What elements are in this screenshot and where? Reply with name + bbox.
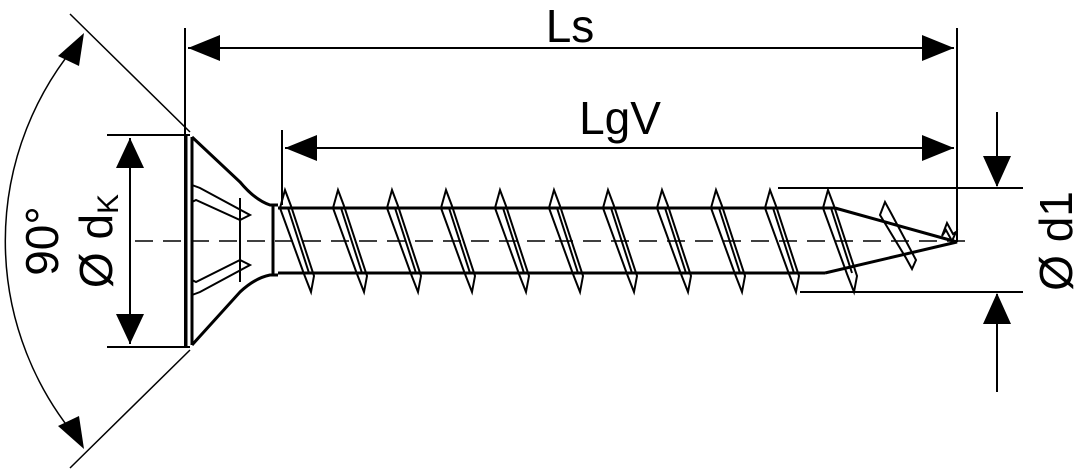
angle-arrowhead-top — [58, 33, 84, 66]
thread-turn — [386, 186, 423, 296]
dk-dimension: Ø dK — [70, 134, 190, 348]
thread-turn-tip — [941, 220, 959, 244]
thread-turn — [710, 186, 747, 296]
d1-arrowhead-top — [983, 156, 1011, 187]
angle-arc — [4, 37, 83, 445]
angle-dimension: 90° — [4, 13, 191, 469]
ls-arrowhead-left — [188, 35, 220, 61]
thread-turn — [822, 186, 859, 296]
threads — [279, 186, 959, 296]
dk-label: Ø dK — [70, 194, 125, 288]
thread-turn — [656, 186, 693, 296]
lgv-arrowhead-left — [285, 135, 317, 161]
thread-turn — [494, 186, 531, 296]
angle-arrowhead-bottom — [58, 416, 84, 449]
angle-line-top — [69, 13, 191, 133]
dk-arrowhead-bottom — [116, 314, 144, 344]
lgv-arrowhead-right — [922, 135, 954, 161]
ls-arrowhead-right — [922, 35, 954, 61]
thread-turn-tip — [878, 199, 918, 272]
ls-dimension: Ls — [184, 0, 958, 347]
ls-label: Ls — [546, 0, 595, 52]
lgv-dimension: LgV — [281, 92, 954, 205]
d1-arrowhead-bottom — [983, 293, 1011, 324]
angle-label: 90° — [16, 206, 68, 276]
d1-dimension: Ø d1 — [778, 112, 1080, 392]
d1-label: Ø d1 — [1030, 191, 1080, 291]
angle-line-bottom — [69, 349, 191, 469]
thread-turn — [332, 186, 369, 296]
dk-arrowhead-top — [116, 138, 144, 168]
thread-turn — [764, 186, 801, 296]
screw-head — [184, 135, 278, 347]
thread-turn — [548, 186, 585, 296]
thread-turn — [279, 186, 316, 296]
thread-turn — [440, 186, 477, 296]
thread-turn — [602, 186, 639, 296]
lgv-label: LgV — [579, 92, 661, 144]
